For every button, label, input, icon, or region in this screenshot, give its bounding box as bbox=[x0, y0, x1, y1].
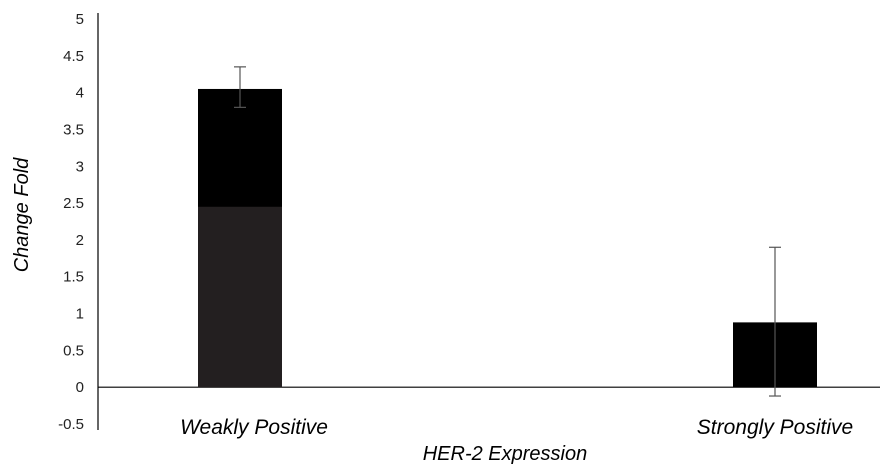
error-bars bbox=[234, 66, 781, 397]
y-tick-label: 0 bbox=[76, 379, 84, 396]
y-tick-label: -0.5 bbox=[58, 416, 84, 433]
y-tick-label: 5 bbox=[76, 11, 84, 28]
bars bbox=[198, 88, 817, 388]
y-tick-label: 1.5 bbox=[63, 269, 84, 286]
bar-lower-shade bbox=[198, 206, 282, 388]
y-tick-labels: 5 4.5 4 3.5 3 2.5 2 1.5 1 0.5 0 -0.5 bbox=[58, 11, 84, 433]
category-label: Weakly Positive bbox=[180, 416, 328, 439]
category-labels: Weakly Positive Strongly Positive bbox=[180, 416, 853, 439]
y-tick-label: 3 bbox=[76, 158, 84, 175]
y-tick-label: 2 bbox=[76, 232, 84, 249]
y-tick-label: 1 bbox=[76, 306, 84, 323]
y-tick-label: 4.5 bbox=[63, 48, 84, 65]
y-tick-label: 2.5 bbox=[63, 195, 84, 212]
y-tick-label: 0.5 bbox=[63, 342, 84, 359]
y-axis-title: Change Fold bbox=[11, 157, 33, 272]
category-label: Strongly Positive bbox=[697, 416, 853, 439]
x-axis-title: HER-2 Expression bbox=[423, 443, 588, 465]
y-tick-label: 3.5 bbox=[63, 121, 84, 138]
y-tick-label: 4 bbox=[76, 85, 84, 102]
